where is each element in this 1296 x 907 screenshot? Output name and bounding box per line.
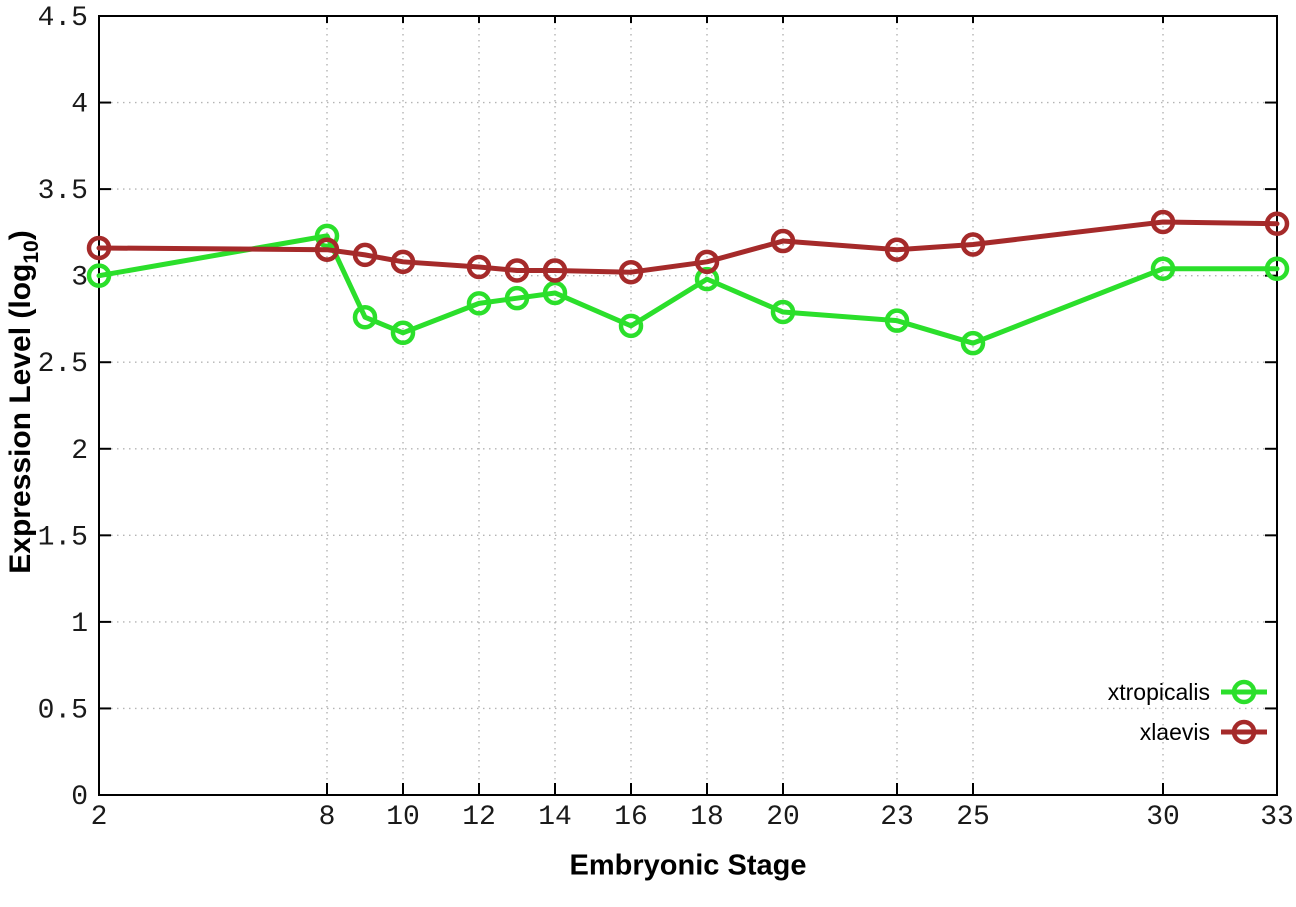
data-point-xtropicalis — [694, 266, 720, 292]
data-point-xlaevis — [770, 228, 796, 254]
y-tick-label: 4.5 — [38, 3, 88, 34]
data-point-xlaevis — [314, 237, 340, 262]
data-point-xlaevis — [466, 254, 492, 280]
data-point-xlaevis — [1150, 209, 1176, 235]
data-point-xtropicalis — [352, 304, 378, 330]
data-point-xtropicalis — [390, 320, 416, 346]
y-tick-label: 1.5 — [38, 522, 88, 553]
data-point-xlaevis — [694, 249, 720, 275]
data-point-xlaevis — [390, 249, 416, 275]
data-point-xlaevis — [960, 232, 986, 257]
plot-border — [98, 15, 1278, 796]
y-tick-label: 2 — [71, 436, 88, 467]
data-point-xtropicalis — [770, 299, 796, 325]
data-point-xlaevis — [884, 237, 910, 262]
y-tick-label: 0 — [71, 782, 88, 813]
x-tick-label: 10 — [386, 802, 420, 833]
data-point-xtropicalis — [86, 263, 112, 288]
y-tick-label: 4 — [71, 90, 88, 121]
y-tick-label: 1 — [71, 609, 88, 640]
data-point-xlaevis — [504, 258, 530, 283]
data-point-xtropicalis — [504, 285, 530, 311]
data-point-xtropicalis — [466, 291, 492, 316]
data-point-xtropicalis — [314, 223, 340, 249]
x-tick-label: 33 — [1260, 802, 1294, 833]
data-point-xtropicalis — [1150, 256, 1176, 281]
x-tick-label: 2 — [91, 802, 108, 833]
x-tick-label: 12 — [462, 802, 496, 833]
data-point-xlaevis — [352, 242, 378, 268]
x-tick-label: 30 — [1146, 802, 1180, 833]
data-point-xtropicalis — [960, 330, 986, 356]
data-point-xtropicalis — [1264, 256, 1290, 281]
legend-marker-xlaevis — [1231, 719, 1257, 745]
legend-marker-xtropicalis — [1231, 679, 1257, 705]
x-tick-label: 14 — [538, 802, 572, 833]
y-axis-title-text: Expression Level (log — [4, 263, 37, 574]
y-tick-label: 3 — [71, 263, 88, 294]
x-tick-label: 16 — [614, 802, 648, 833]
x-axis-title: Embryonic Stage — [569, 849, 807, 882]
y-tick-label: 2.5 — [38, 349, 88, 380]
y-tick-label: 0.5 — [38, 695, 88, 726]
data-point-xlaevis — [542, 258, 568, 283]
data-point-xtropicalis — [884, 308, 910, 333]
series-line-xtropicalis — [96, 233, 1280, 346]
data-point-xlaevis — [1264, 211, 1290, 236]
y-axis-title-subscript: 10 — [20, 240, 43, 264]
x-tick-label: 25 — [956, 802, 990, 833]
x-tick-label: 20 — [766, 802, 800, 833]
legend-label-xlaevis: xlaevis — [1140, 719, 1210, 745]
data-point-xlaevis — [618, 259, 644, 285]
x-tick-label: 23 — [880, 802, 914, 833]
y-axis-title-close: ) — [4, 230, 37, 241]
data-point-xtropicalis — [542, 280, 568, 306]
x-tick-label: 8 — [319, 802, 336, 833]
y-axis-title: Expression Level (log10) — [4, 230, 44, 573]
x-tick-label: 18 — [690, 802, 724, 833]
legend-label-xtropicalis: xtropicalis — [1108, 679, 1210, 705]
data-point-xlaevis — [86, 235, 112, 261]
y-tick-label: 3.5 — [38, 176, 88, 207]
series-line-xlaevis — [96, 219, 1280, 275]
data-point-xtropicalis — [618, 313, 644, 339]
